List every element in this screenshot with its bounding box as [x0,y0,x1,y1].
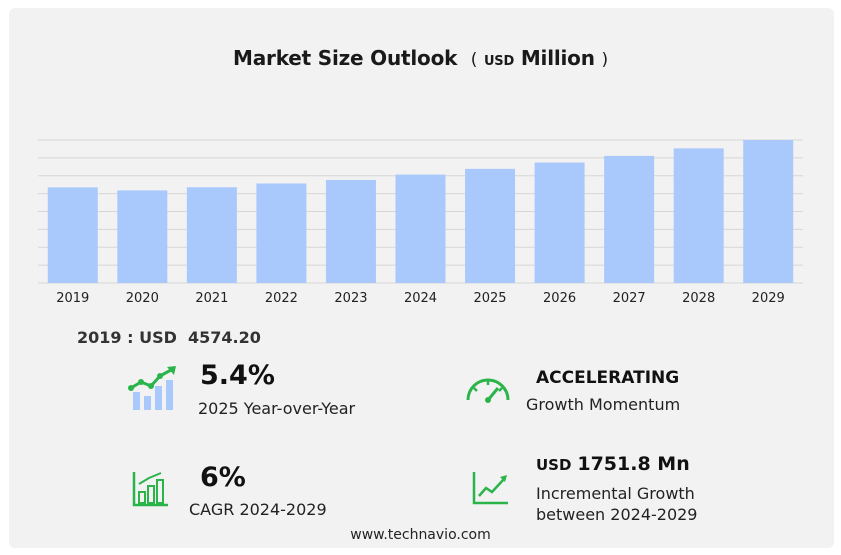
bar-2019 [47,187,98,283]
x-tick-label-2024: 2024 [404,291,437,306]
cagr-label: CAGR 2024-2029 [189,500,327,519]
bar-2020 [117,190,168,283]
incremental-unit: USD [536,456,572,474]
title-unit-word: Million [520,46,595,70]
bar-2026 [534,162,585,283]
title-main: Market Size Outlook [233,46,458,70]
x-tick-label-2027: 2027 [613,291,646,306]
x-tick-label-2020: 2020 [126,291,159,306]
bar-growth-icon [128,366,176,410]
bar-2027 [604,155,655,283]
speedometer-icon [466,378,510,403]
line-chart-icon [472,472,508,505]
bar-2023 [325,179,376,283]
first-year-amount: 4574.20 [188,328,261,347]
chart-title: Market Size Outlook ( USD Million ) [0,46,841,70]
yoy-label: 2025 Year-over-Year [198,399,356,418]
footer-url[interactable]: www.technavio.com [350,527,491,543]
incremental-value: USD 1751.8 Mn [536,453,690,475]
x-tick-label-2022: 2022 [265,291,298,306]
x-tick-label-2028: 2028 [682,291,715,306]
momentum-label: Growth Momentum [526,395,681,414]
title-unit: USD [483,54,515,69]
bar-2021 [186,187,237,283]
first-year-label: 2019 : USD [77,328,177,347]
bar-2024 [395,174,446,283]
x-tick-label-2029: 2029 [752,291,785,306]
bar-chart: 2019 2020 2021 2022 2023 2024 2025 2026 2027 2028… [38,139,803,306]
x-tick-label-2021: 2021 [195,291,228,306]
x-tick-label-2026: 2026 [543,291,576,306]
incremental-label-2: between 2024-2029 [536,505,698,524]
cagr-value: 6% [200,462,246,493]
bar-chart-icon [132,472,168,507]
bar-2029 [743,140,794,283]
bar-2022 [256,183,307,283]
x-tick-label-2019: 2019 [56,291,89,306]
yoy-value: 5.4% [200,360,275,391]
bar-2028 [673,148,724,283]
momentum-value: ACCELERATING [536,368,680,388]
first-year-value: 2019 : USD 4574.20 [77,328,261,347]
x-tick-label-2025: 2025 [473,291,506,306]
incremental-amount: 1751.8 Mn [577,453,690,475]
x-tick-label-2023: 2023 [334,291,367,306]
incremental-label-1: Incremental Growth [536,484,695,503]
bar-2025 [465,168,516,283]
title-open-paren: ( [470,50,478,70]
title-close-paren: ) [601,50,609,70]
yoy-metric: 5.4% [200,360,275,391]
